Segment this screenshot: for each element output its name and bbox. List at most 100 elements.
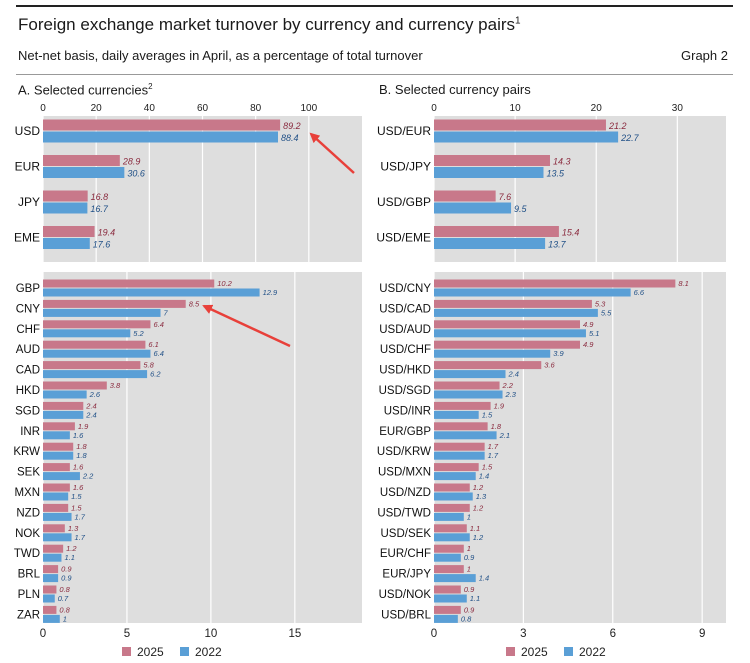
bar-2022 xyxy=(43,533,72,542)
data-label-2025: 3.6 xyxy=(544,361,555,370)
bar-2025 xyxy=(434,299,592,308)
data-label-2025: 28.9 xyxy=(122,157,141,167)
data-label-2025: 1 xyxy=(467,544,471,553)
bar-2025 xyxy=(434,119,606,131)
data-label-2025: 2.4 xyxy=(85,401,96,410)
data-label-2025: 1.2 xyxy=(66,544,77,553)
bar-2025 xyxy=(43,299,186,308)
category-label: USD/INR xyxy=(384,405,431,417)
data-label-2022: 1 xyxy=(467,512,471,521)
category-label: USD/NZD xyxy=(380,487,431,499)
bar-2022 xyxy=(434,472,476,481)
tick-label: 100 xyxy=(300,103,317,114)
category-label: USD/EUR xyxy=(377,124,431,138)
category-label: USD/CNY xyxy=(379,283,431,295)
bar-2025 xyxy=(434,605,461,614)
bar-2025 xyxy=(434,381,500,390)
data-label-2022: 6.4 xyxy=(153,349,163,358)
data-label-2022: 1.7 xyxy=(75,512,86,521)
bar-2022 xyxy=(43,390,87,399)
bar-2025 xyxy=(43,524,65,533)
data-label-2025: 0.9 xyxy=(464,585,475,594)
bar-2025 xyxy=(43,605,57,614)
bar-2022 xyxy=(434,451,485,460)
legend-label-2022: 2022 xyxy=(579,645,606,659)
data-label-2022: 0.7 xyxy=(58,594,69,603)
data-label-2022: 1.1 xyxy=(470,594,480,603)
bar-2025 xyxy=(434,524,467,533)
bar-2025 xyxy=(43,119,281,131)
data-label-2025: 19.4 xyxy=(98,228,116,238)
bar-2025 xyxy=(43,381,107,390)
category-label: USD/BRL xyxy=(381,609,431,621)
panel-b-group-1: 0 10 20 30 USD/EUR 21.2 22.7 USD/JPY 14.3 13.5 USD… xyxy=(376,103,726,262)
data-label-2025: 0.9 xyxy=(464,605,475,614)
bar-2022 xyxy=(434,329,586,338)
data-label-2022: 13.7 xyxy=(548,240,567,250)
legend-swatch-2022 xyxy=(180,647,189,656)
tick-label: 6 xyxy=(610,628,616,640)
data-label-2022: 9.5 xyxy=(514,204,528,214)
category-label: USD/CAD xyxy=(379,303,431,315)
bar-2022 xyxy=(434,308,598,317)
tick-label: 20 xyxy=(91,103,103,114)
data-label-2022: 2.3 xyxy=(505,390,517,399)
bar-2025 xyxy=(43,361,141,370)
data-label-2025: 4.9 xyxy=(583,320,594,329)
data-label-2025: 89.2 xyxy=(283,121,301,131)
legend: 2025 2022 2025 2022 xyxy=(122,645,606,659)
bar-2022 xyxy=(43,238,90,249)
data-label-2025: 1.3 xyxy=(68,524,79,533)
data-label-2025: 8.1 xyxy=(678,279,688,288)
data-label-2025: 5.8 xyxy=(143,361,154,370)
bar-2022 xyxy=(43,553,62,562)
data-label-2025: 1.8 xyxy=(76,442,87,451)
tick-label: 3 xyxy=(520,628,526,640)
category-label: USD/NOK xyxy=(379,589,432,601)
bar-2025 xyxy=(43,483,70,492)
bar-2022 xyxy=(43,410,84,419)
category-label: NOK xyxy=(15,528,40,540)
tick-label: 40 xyxy=(144,103,156,114)
data-label-2022: 1.7 xyxy=(488,451,499,460)
data-label-2022: 1 xyxy=(63,614,67,623)
bar-2025 xyxy=(43,442,74,451)
category-label: PLN xyxy=(18,589,40,601)
data-label-2025: 1.1 xyxy=(470,524,480,533)
data-label-2022: 1.5 xyxy=(71,492,82,501)
bar-2022 xyxy=(434,410,479,419)
category-label: SGD xyxy=(15,405,40,417)
category-label: EUR/CHF xyxy=(380,548,431,560)
data-label-2022: 1.2 xyxy=(473,533,484,542)
data-label-2025: 14.3 xyxy=(553,157,571,167)
data-label-2022: 1.4 xyxy=(479,472,489,481)
data-label-2022: 5.5 xyxy=(601,308,612,317)
data-label-2022: 12.9 xyxy=(263,288,278,297)
data-label-2022: 2.6 xyxy=(89,390,101,399)
category-label: USD/GBP xyxy=(377,195,431,209)
bar-2022 xyxy=(434,492,473,501)
bar-2025 xyxy=(434,442,485,451)
bar-2022 xyxy=(434,288,631,297)
annotation-arrow-usd xyxy=(309,132,355,174)
tick-label: 60 xyxy=(197,103,209,114)
bar-2025 xyxy=(43,585,57,594)
data-label-2022: 30.6 xyxy=(127,169,145,179)
bar-2025 xyxy=(434,503,470,512)
bar-2025 xyxy=(434,585,461,594)
bar-2025 xyxy=(43,226,95,237)
data-label-2022: 2.4 xyxy=(85,410,96,419)
category-label: INR xyxy=(20,426,40,438)
bar-2022 xyxy=(43,472,80,481)
bar-2025 xyxy=(434,320,580,329)
bar-2022 xyxy=(434,512,464,521)
bar-2022 xyxy=(434,349,551,358)
tick-label: 30 xyxy=(672,103,684,114)
graph-number: Graph 2 xyxy=(681,48,728,63)
category-label: USD/EME xyxy=(376,231,431,245)
data-label-2022: 13.5 xyxy=(547,169,566,179)
bar-2025 xyxy=(43,463,70,472)
chart-subtitle: Net-net basis, daily averages in April, … xyxy=(18,48,423,63)
legend-swatch-2025 xyxy=(506,647,515,656)
